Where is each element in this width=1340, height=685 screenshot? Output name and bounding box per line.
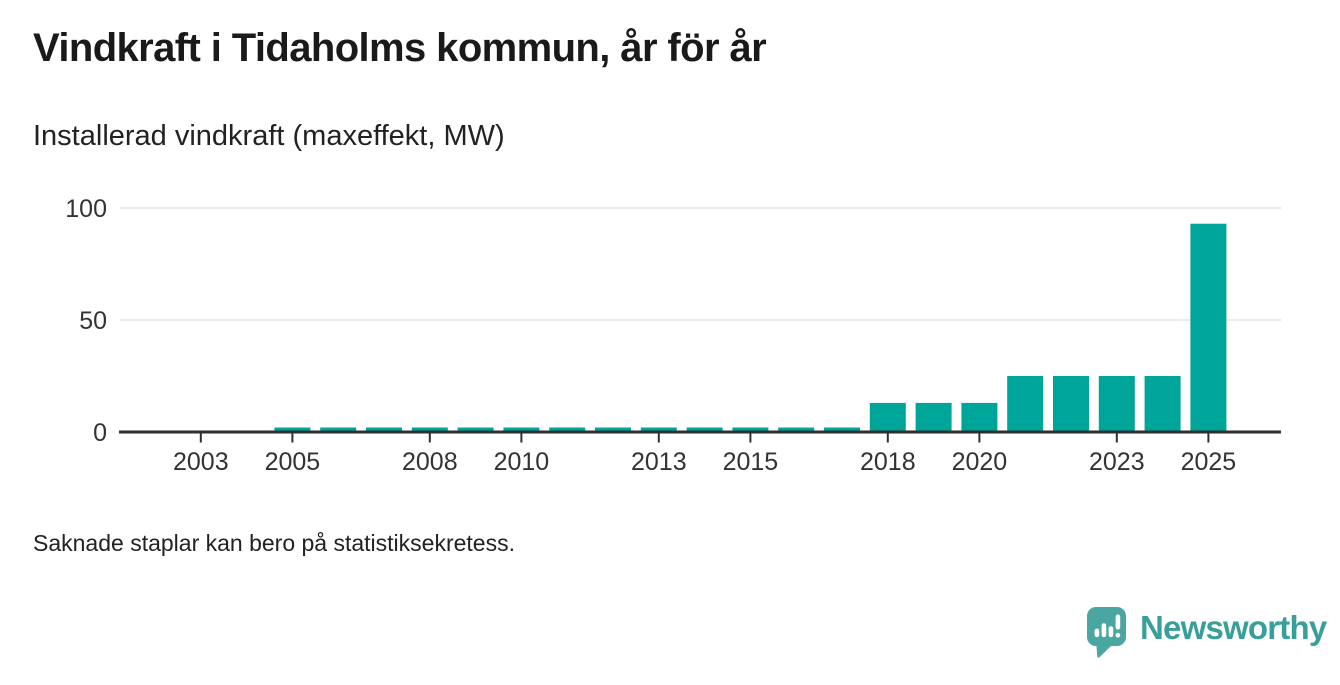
bar-2006 xyxy=(320,427,357,432)
bar-2022 xyxy=(1053,376,1089,432)
bar-2019 xyxy=(915,402,952,432)
brand-logo: Newsworthy xyxy=(1086,606,1327,659)
bar-2010 xyxy=(503,427,540,432)
bar-2011 xyxy=(549,427,586,432)
bar-2007 xyxy=(366,427,402,432)
bar-2008 xyxy=(411,427,448,432)
y-tick-label-0: 0 xyxy=(93,419,107,447)
bar-2018 xyxy=(869,402,906,432)
x-tick-label-2015: 2015 xyxy=(723,448,779,476)
bar-2021 xyxy=(1007,376,1044,432)
chart-footnote: Saknade staplar kan bero på statistiksek… xyxy=(33,530,515,556)
y-tick-label-100: 100 xyxy=(65,195,107,223)
bar-2009 xyxy=(457,427,494,432)
mini-bar-chart-glyph xyxy=(1094,614,1121,638)
y-tick-label-50: 50 xyxy=(79,307,107,335)
x-tick-label-2020: 2020 xyxy=(952,448,1008,476)
bar-2023 xyxy=(1098,376,1135,432)
bar-2013 xyxy=(640,427,677,432)
bar-2005 xyxy=(274,427,311,432)
bar-2012 xyxy=(595,427,631,432)
x-tick-label-2025: 2025 xyxy=(1181,448,1237,476)
newsworthy-speech-bubble-bar-chart-icon xyxy=(1087,607,1126,658)
bar-2015 xyxy=(732,427,769,432)
x-tick-label-2023: 2023 xyxy=(1089,448,1145,476)
x-tick-label-2018: 2018 xyxy=(860,448,916,476)
bar-2016 xyxy=(778,427,815,432)
speech-bubble-shape xyxy=(1087,607,1126,658)
x-tick-label-2003: 2003 xyxy=(173,448,229,476)
chart-title: Vindkraft i Tidaholms kommun, år för år xyxy=(33,26,767,70)
bar-2014 xyxy=(686,427,723,432)
bar-2017 xyxy=(824,427,860,432)
x-tick-label-2008: 2008 xyxy=(402,448,458,476)
bar-2025 xyxy=(1190,223,1227,432)
x-tick-label-2005: 2005 xyxy=(265,448,321,476)
brand-name: Newsworthy xyxy=(1140,609,1327,646)
chart-subtitle: Installerad vindkraft (maxeffekt, MW) xyxy=(33,120,505,152)
bar-2020 xyxy=(961,402,998,432)
bar-2024 xyxy=(1144,376,1181,432)
x-tick-label-2010: 2010 xyxy=(494,448,550,476)
x-tick-label-2013: 2013 xyxy=(631,448,687,476)
